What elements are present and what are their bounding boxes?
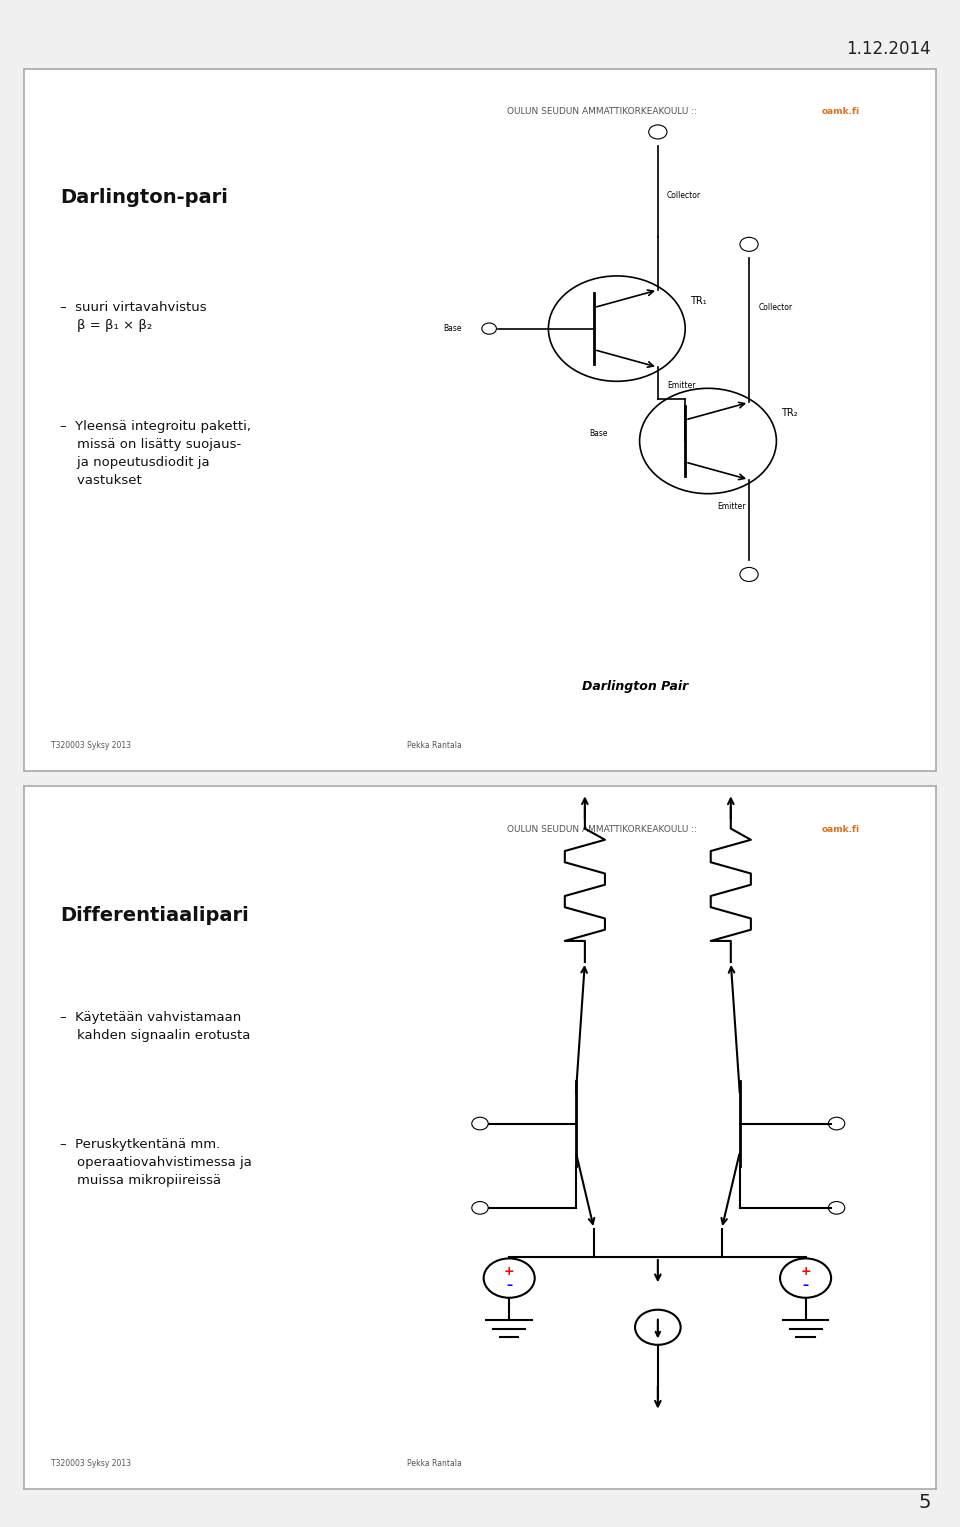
Text: oamk.fi: oamk.fi [822, 825, 860, 834]
Text: Base: Base [444, 324, 462, 333]
Text: +: + [801, 1264, 811, 1278]
Text: Pekka Rantala: Pekka Rantala [407, 1458, 462, 1467]
Text: OULUN SEUDUN AMMATTIKORKEAKOULU ::: OULUN SEUDUN AMMATTIKORKEAKOULU :: [507, 107, 700, 116]
Text: Collector: Collector [758, 302, 792, 312]
Text: –: – [506, 1278, 513, 1292]
Text: 5: 5 [919, 1493, 931, 1512]
Text: Darlington-pari: Darlington-pari [60, 188, 228, 208]
Text: –: – [803, 1278, 808, 1292]
Text: Darlington Pair: Darlington Pair [582, 681, 688, 693]
Text: +: + [504, 1264, 515, 1278]
Text: T320003 Syksy 2013: T320003 Syksy 2013 [52, 1458, 132, 1467]
Text: TR₁: TR₁ [689, 296, 707, 305]
Text: –  Käytetään vahvistamaan
    kahden signaalin erotusta: – Käytetään vahvistamaan kahden signaali… [60, 1011, 251, 1043]
Text: oamk.fi: oamk.fi [822, 107, 860, 116]
Text: Pekka Rantala: Pekka Rantala [407, 741, 462, 750]
Text: TR₂: TR₂ [780, 408, 798, 418]
Text: –  suuri virtavahvistus
    β = β₁ × β₂: – suuri virtavahvistus β = β₁ × β₂ [60, 301, 207, 331]
Text: T320003 Syksy 2013: T320003 Syksy 2013 [52, 741, 132, 750]
Text: Emitter: Emitter [717, 502, 746, 512]
Text: Collector: Collector [667, 191, 701, 200]
Text: OULUN SEUDUN AMMATTIKORKEAKOULU ::: OULUN SEUDUN AMMATTIKORKEAKOULU :: [507, 825, 700, 834]
Text: –  Peruskytkentänä mm.
    operaatiovahvistimessa ja
    muissa mikropiireissä: – Peruskytkentänä mm. operaatiovahvistim… [60, 1138, 252, 1186]
Text: –  Yleensä integroitu paketti,
    missä on lisätty suojaus-
    ja nopeutusdiod: – Yleensä integroitu paketti, missä on l… [60, 420, 252, 487]
Text: Emitter: Emitter [667, 382, 695, 391]
Text: 1.12.2014: 1.12.2014 [847, 40, 931, 58]
Text: Differentiaalipari: Differentiaalipari [60, 906, 250, 925]
Text: Base: Base [589, 429, 608, 438]
